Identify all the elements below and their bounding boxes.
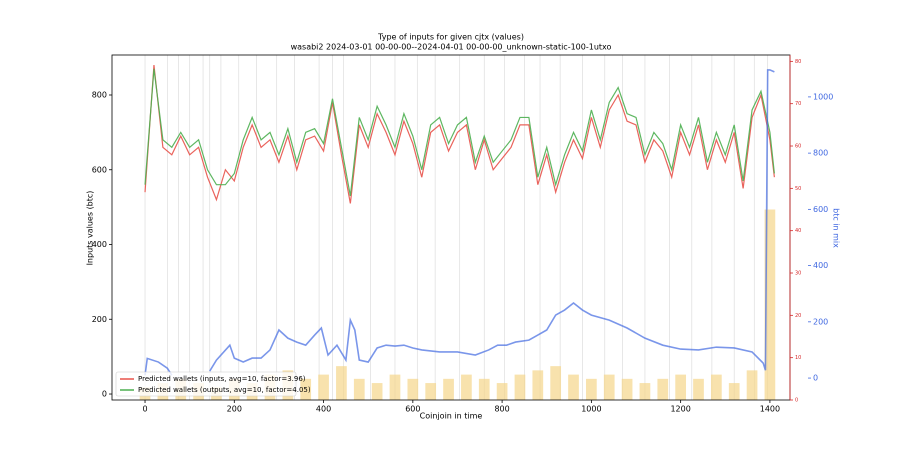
series-line [144, 68, 775, 197]
bar [746, 370, 758, 400]
y2-tick-label: 40 [795, 228, 801, 234]
y3-tick-label: 1000 [813, 92, 833, 101]
x-tick-label: 800 [494, 405, 509, 414]
y-axis-label: Inputs values (btc) [86, 191, 95, 266]
y-tick-label: 800 [92, 90, 107, 99]
chart-title: Type of inputs for given cjtx (values) [377, 33, 524, 42]
bar [693, 378, 704, 400]
y2-tick-label: 20 [795, 313, 801, 319]
y2-tick-label: 30 [795, 271, 801, 277]
plot-frame [111, 54, 791, 401]
y-tick-label: 200 [92, 315, 107, 324]
bar [318, 374, 329, 400]
x-tick-label: 1200 [670, 405, 690, 414]
bar [389, 374, 401, 400]
y2-tick-label: 80 [795, 59, 801, 65]
y-tick-label: 0 [102, 390, 107, 399]
y2-tick-label: 0 [795, 398, 798, 404]
bar [657, 378, 669, 400]
x-tick-label: 0 [142, 405, 147, 414]
bar [568, 374, 579, 400]
mix-line [144, 69, 775, 376]
bar [353, 378, 365, 400]
bar [478, 378, 490, 400]
x-axis-label: Coinjoin in time [420, 412, 483, 421]
series-line [144, 65, 775, 204]
y2-tick-label: 70 [795, 101, 801, 107]
bar [300, 378, 312, 400]
bar [550, 366, 562, 400]
y3-tick-label: 400 [813, 261, 828, 270]
bar [710, 374, 722, 400]
bar [425, 383, 437, 400]
bar [728, 383, 740, 400]
bar [461, 374, 472, 400]
bar [639, 383, 651, 400]
x-tick-label: 400 [316, 405, 331, 414]
bar [532, 370, 544, 400]
x-tick-label: 600 [405, 405, 420, 414]
chart-subtitle: wasabi2 2024-03-01 00-00-00--2024-04-01 … [291, 43, 612, 52]
y2-tick-label: 10 [795, 355, 801, 361]
x-tick-label: 1000 [581, 405, 601, 414]
y3-tick-label: 200 [813, 317, 828, 326]
legend-box [115, 371, 297, 397]
bar [603, 374, 615, 400]
bar [586, 378, 597, 400]
bar [764, 209, 776, 400]
x-tick-label: 1400 [760, 405, 780, 414]
bar [514, 374, 526, 400]
bar [675, 374, 687, 400]
y-tick-label: 400 [92, 240, 107, 249]
y3-tick-label: 0 [813, 374, 818, 383]
y-tick-label: 600 [92, 165, 107, 174]
y3-tick-label: 800 [813, 149, 828, 158]
bar [407, 378, 419, 400]
bar [371, 383, 383, 400]
bar [496, 383, 508, 400]
y3-tick-label: 600 [813, 205, 828, 214]
y3-axis-label: btc in mix [832, 208, 841, 248]
legend-label: Predicted wallets (inputs, avg=10, facto… [138, 375, 306, 383]
y2-tick-label: 60 [795, 144, 801, 150]
x-tick-label: 200 [227, 405, 242, 414]
y2-tick-label: 50 [795, 186, 801, 192]
legend-label: Predicted wallets (outputs, avg=10, fact… [138, 386, 311, 394]
bar [621, 378, 633, 400]
bar [443, 378, 454, 400]
bar [336, 366, 347, 400]
